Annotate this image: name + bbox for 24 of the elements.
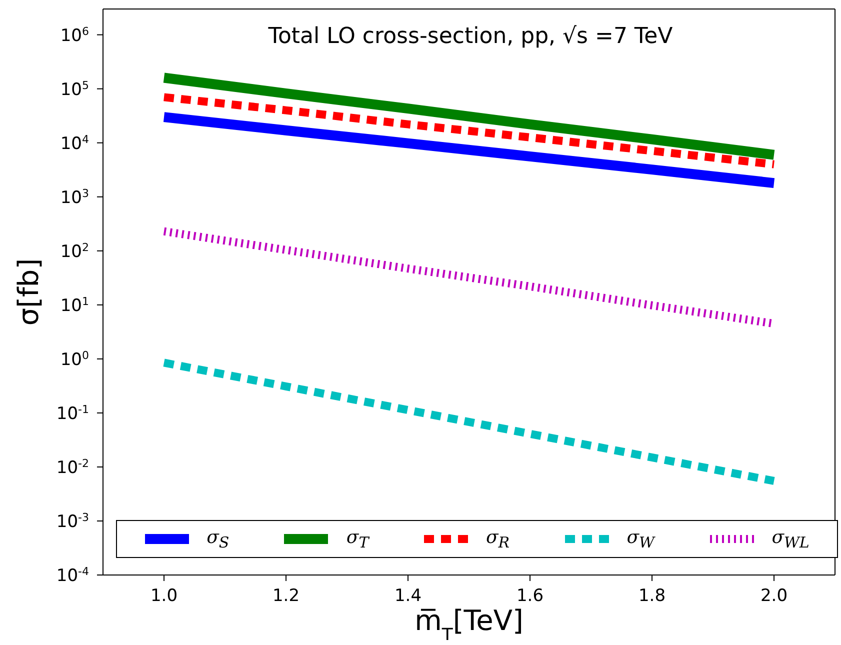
legend-label: σ$_{W}$ [626, 526, 654, 552]
legend-label: σ$_{WL}$ [772, 526, 810, 552]
x-tick-label: 1.0 [150, 586, 178, 606]
y-tick-label: 10$^{1}$ [60, 294, 89, 316]
y-tick-label: 10$^{2}$ [60, 240, 89, 262]
y-tick-label: 10$^{-4}$ [56, 564, 89, 586]
y-tick-label: 10$^{-3}$ [56, 510, 89, 532]
x-tick-label: 1.6 [516, 586, 544, 606]
y-tick-label: 10$^{4}$ [60, 132, 89, 154]
legend-label: σ$_{R}$ [486, 526, 510, 552]
y-tick-label: 10$^{-2}$ [56, 456, 89, 478]
x-tick-label: 2.0 [760, 586, 788, 606]
x-tick-label: 1.4 [394, 586, 422, 606]
y-tick-label: 10$^{-1}$ [56, 402, 89, 424]
y-tick-label: 10$^{0}$ [60, 348, 89, 370]
legend-label: σ$_{S}$ [206, 526, 230, 552]
x-tick-label: 1.8 [638, 586, 666, 606]
y-tick-label: 10$^{5}$ [60, 78, 89, 100]
legend-label: σ$_{T}$ [346, 526, 369, 552]
x-tick-label: 1.2 [272, 586, 300, 606]
y-tick-label: 10$^{6}$ [60, 24, 89, 46]
y-tick-label: 10$^{3}$ [60, 186, 89, 208]
y-axis-title: σ[fb] [12, 258, 45, 326]
text: Total LO cross-section, pp, √s =7 TeV [268, 24, 673, 49]
